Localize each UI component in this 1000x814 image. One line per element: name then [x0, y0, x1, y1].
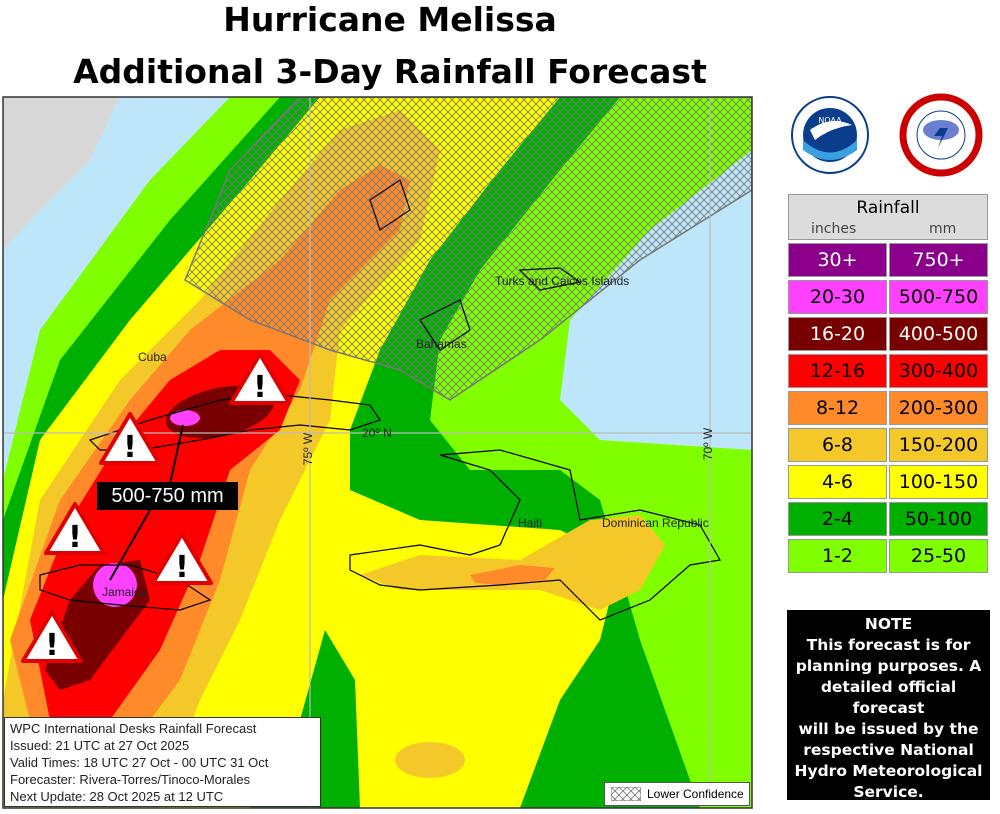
legend-cell-in: 4-6 — [788, 465, 887, 499]
legend-cell-in: 1-2 — [788, 539, 887, 573]
info-forecaster: Forecaster: Rivera-Torres/Tinoco-Morales — [10, 772, 251, 787]
nws-logo — [899, 93, 983, 177]
legend-cell-mm: 25-50 — [889, 539, 988, 573]
place-label-bahamas: Bahamas — [416, 337, 467, 351]
note-line: will be issued by the — [798, 720, 979, 738]
band-6-8-hispaniola — [360, 515, 665, 610]
max-rainfall-callout: 500-750 mm — [97, 482, 238, 510]
legend-row: 8-12 200-300 — [788, 391, 988, 425]
place-label-haiti: Haiti — [518, 516, 543, 530]
legend-cell-in: 2-4 — [788, 502, 887, 536]
title-line-1: Hurricane Melissa — [223, 0, 557, 39]
note-title: NOTE — [864, 615, 913, 633]
noaa-logo: NOAA — [791, 96, 869, 174]
callout-lines — [109, 424, 184, 581]
gridline-label-70w: 70º W — [701, 427, 716, 461]
info-valid-times: Valid Times: 18 UTC 27 Oct - 00 UTC 31 O… — [10, 755, 269, 770]
legend-cell-in: 8-12 — [788, 391, 887, 425]
legend-cell-in: 30+ — [788, 243, 887, 277]
note-box: NOTE This forecast is for planning purpos… — [787, 610, 990, 801]
legend-col-inches: inches — [811, 221, 857, 237]
info-next-update: Next Update: 28 Oct 2025 at 12 UTC — [10, 789, 224, 804]
legend-row: 2-4 50-100 — [788, 502, 988, 536]
note-line: Hydro Meteorological — [794, 762, 983, 780]
legend-cell-mm: 100-150 — [889, 465, 988, 499]
warning-icon: ! — [99, 412, 161, 465]
hatch-swatch-icon — [611, 787, 641, 801]
legend-cell-in: 20-30 — [788, 280, 887, 314]
warning-icon: ! — [21, 610, 83, 663]
legend-col-mm: mm — [929, 221, 957, 237]
svg-text:!: ! — [253, 370, 267, 405]
place-label-dominican-republic: Dominican Republic — [602, 516, 709, 530]
legend-cell-mm: 500-750 — [889, 280, 988, 314]
legend-row: 20-30 500-750 — [788, 280, 988, 314]
legend-cell-mm: 300-400 — [889, 354, 988, 388]
map-border — [2, 96, 753, 809]
legend-row: 6-8 150-200 — [788, 428, 988, 462]
legend-row: 4-6 100-150 — [788, 465, 988, 499]
info-line: WPC International Desks Rainfall Forecas… — [10, 721, 257, 736]
lower-confidence-legend: Lower Confidence — [604, 782, 750, 806]
place-label-jamaica: Jamaica — [102, 585, 147, 599]
legend-row: 16-20 400-500 — [788, 317, 988, 351]
info-issued: Issued: 21 UTC at 27 Oct 2025 — [10, 738, 190, 753]
band-20-30-jamaica — [93, 563, 137, 607]
note-line: This forecast is for — [806, 636, 971, 654]
title-line-2: Additional 3-Day Rainfall Forecast — [73, 52, 707, 91]
legend-cell-mm: 50-100 — [889, 502, 988, 536]
gridline-label-20n: 20º N — [362, 426, 392, 440]
legend-cell-in: 16-20 — [788, 317, 887, 351]
legend-title: Rainfall — [856, 198, 920, 218]
legend-cell-mm: 750+ — [889, 243, 988, 277]
legend-cell-mm: 400-500 — [889, 317, 988, 351]
note-line: Service. — [853, 783, 924, 801]
legend-header: Rainfall inches mm — [788, 194, 988, 240]
legend-cell-in: 6-8 — [788, 428, 887, 462]
note-line: respective National — [803, 741, 974, 759]
gridline-label-75w: 75º W — [301, 432, 316, 466]
lower-confidence-label: Lower Confidence — [647, 787, 744, 801]
svg-text:!: ! — [45, 628, 59, 663]
svg-text:!: ! — [175, 550, 189, 585]
band-8-12-hispaniola — [470, 565, 555, 585]
band-20-30-cuba — [170, 410, 200, 426]
warning-icon: ! — [151, 532, 213, 585]
legend-cell-mm: 200-300 — [889, 391, 988, 425]
svg-text:!: ! — [68, 520, 82, 555]
land-gray — [3, 97, 120, 250]
legend-row: 30+ 750+ — [788, 243, 988, 277]
note-line: planning purposes. A — [795, 657, 982, 675]
svg-text:NOAA: NOAA — [818, 116, 842, 125]
legend-cell-in: 12-16 — [788, 354, 887, 388]
warning-icon: ! — [229, 352, 291, 405]
lower-confidence-area — [184, 97, 752, 401]
band-6-8-south — [395, 742, 465, 778]
legend-cell-mm: 150-200 — [889, 428, 988, 462]
legend-row: 1-2 25-50 — [788, 539, 988, 573]
place-label-cuba: Cuba — [138, 350, 167, 364]
warning-icon: ! — [44, 502, 106, 555]
svg-text:!: ! — [123, 430, 137, 465]
forecast-info-box: WPC International Desks Rainfall Forecas… — [4, 717, 321, 807]
place-label-turks-caicos: Turks and Caicos Islands — [495, 274, 630, 288]
note-line: detailed official forecast — [820, 678, 957, 717]
legend-row: 12-16 300-400 — [788, 354, 988, 388]
rainfall-legend: Rainfall inches mm 30+ 750+ 20-30 500-750 16… — [788, 194, 988, 573]
